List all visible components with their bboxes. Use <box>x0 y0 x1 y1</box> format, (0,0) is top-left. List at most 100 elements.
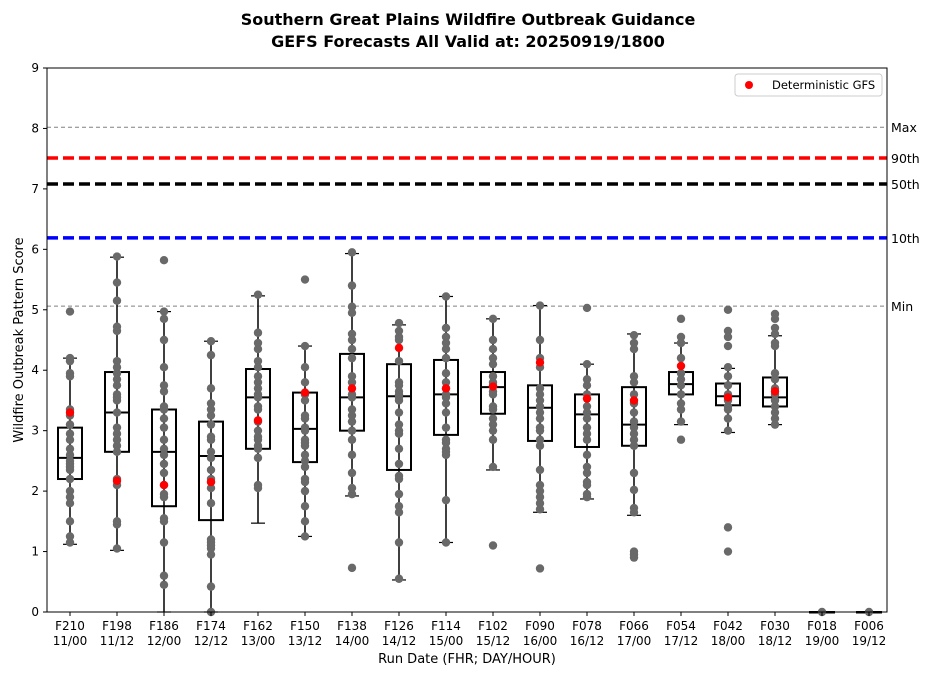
ensemble-member-point <box>582 435 592 444</box>
ensemble-member-point <box>535 414 545 423</box>
ensemble-member-point <box>582 414 592 423</box>
reference-label-10th: 10th <box>891 231 920 246</box>
ensemble-member-point <box>206 453 216 463</box>
box-group-f078 <box>574 303 600 502</box>
ensemble-member-point <box>394 335 404 345</box>
x-tick-date: 19/00 <box>805 634 840 648</box>
ensemble-member-point <box>394 474 404 484</box>
ensemble-member-point <box>535 492 545 502</box>
ensemble-member-point <box>65 492 75 502</box>
ensemble-member-point <box>723 426 733 435</box>
ensemble-member-point <box>159 335 169 345</box>
ensemble-member-point <box>676 375 686 384</box>
y-tick-label: 7 <box>31 182 39 196</box>
ensemble-member-point <box>488 462 498 472</box>
ensemble-member-point <box>582 468 592 478</box>
ensemble-member-point <box>723 332 733 342</box>
ensemble-member-point <box>394 444 404 453</box>
y-tick-label: 4 <box>31 363 39 377</box>
ensemble-member-point <box>629 441 639 450</box>
ensemble-member-point <box>582 359 592 369</box>
ensemble-member-point <box>253 356 263 366</box>
ensemble-member-point <box>300 477 310 487</box>
ensemble-member-point <box>394 408 404 417</box>
ensemble-member-point <box>723 381 733 390</box>
ensemble-member-point <box>206 350 216 360</box>
ensemble-member-point <box>65 356 75 366</box>
ensemble-member-point <box>723 341 733 351</box>
ensemble-member-point <box>770 408 780 417</box>
box-group-f210 <box>57 307 83 547</box>
ensemble-member-point <box>300 462 310 472</box>
ensemble-member-point <box>206 550 216 559</box>
ensemble-member-point <box>535 435 545 444</box>
x-tick-fhr: F042 <box>713 619 743 633</box>
reference-label-90th: 90th <box>891 151 920 166</box>
ensemble-member-point <box>629 553 639 562</box>
ensemble-member-point <box>535 486 545 496</box>
ensemble-member-point <box>253 426 263 435</box>
ensemble-member-point <box>441 353 451 363</box>
ensemble-member-point <box>159 492 169 502</box>
ensemble-member-point <box>629 435 639 444</box>
ensemble-member-point <box>300 502 310 511</box>
ensemble-member-point <box>441 332 451 342</box>
ensemble-member-point <box>206 447 216 457</box>
ensemble-member-point <box>582 423 592 432</box>
chart-title: Southern Great Plains Wildfire Outbreak … <box>241 10 696 29</box>
ensemble-member-point <box>206 420 216 429</box>
x-tick-fhr: F030 <box>760 619 790 633</box>
deterministic-gfs-point <box>347 384 357 393</box>
ensemble-member-point <box>159 459 169 469</box>
ensemble-member-point <box>488 335 498 345</box>
ensemble-member-point <box>112 326 122 336</box>
box-group-f198 <box>104 252 130 553</box>
ensemble-member-point <box>65 517 75 526</box>
x-tick-fhr: F090 <box>525 619 555 633</box>
box-group-f174 <box>198 337 224 617</box>
ensemble-member-point <box>347 281 357 290</box>
ensemble-member-point <box>300 441 310 450</box>
ensemble-member-point <box>394 318 404 328</box>
ensemble-member-point <box>253 435 263 444</box>
ensemble-member-point <box>112 520 122 529</box>
ensemble-member-point <box>394 574 404 583</box>
deterministic-gfs-point <box>582 394 592 403</box>
ensemble-member-point <box>676 353 686 363</box>
ensemble-member-point <box>206 411 216 420</box>
ensemble-member-point <box>347 483 357 493</box>
x-tick-date: 17/12 <box>664 634 699 648</box>
ensemble-member-point <box>441 292 451 301</box>
ensemble-member-point <box>159 414 169 423</box>
box <box>480 371 506 415</box>
ensemble-member-point <box>159 405 169 414</box>
ensemble-member-point <box>300 532 310 541</box>
x-tick-date: 18/00 <box>711 634 746 648</box>
x-tick-date: 13/00 <box>241 634 276 648</box>
ensemble-member-point <box>582 375 592 384</box>
ensemble-member-point <box>159 363 169 372</box>
ensemble-member-point <box>347 353 357 363</box>
ensemble-member-point <box>676 338 686 348</box>
ensemble-member-point <box>65 450 75 460</box>
ensemble-member-point <box>347 417 357 426</box>
y-axis-label: Wildfire Outbreak Pattern Score <box>12 237 27 442</box>
ensemble-member-point <box>159 538 169 547</box>
x-axis-label: Run Date (FHR; DAY/HOUR) <box>378 652 556 667</box>
box-group-f042 <box>715 305 741 556</box>
x-tick-date: 13/12 <box>288 634 323 648</box>
deterministic-gfs-point <box>159 480 169 490</box>
ensemble-member-point <box>723 414 733 423</box>
deterministic-gfs-point <box>65 408 75 417</box>
ensemble-member-point <box>582 450 592 460</box>
ensemble-member-point <box>676 399 686 408</box>
ensemble-member-point <box>394 502 404 511</box>
ensemble-member-point <box>441 338 451 348</box>
ensemble-member-point <box>535 499 545 508</box>
ensemble-member-point <box>535 465 545 475</box>
ensemble-member-point <box>488 359 498 369</box>
ensemble-member-point <box>441 344 451 354</box>
reference-label-max: Max <box>891 120 917 135</box>
ensemble-member-point <box>535 441 545 450</box>
legend-marker <box>745 81 753 89</box>
